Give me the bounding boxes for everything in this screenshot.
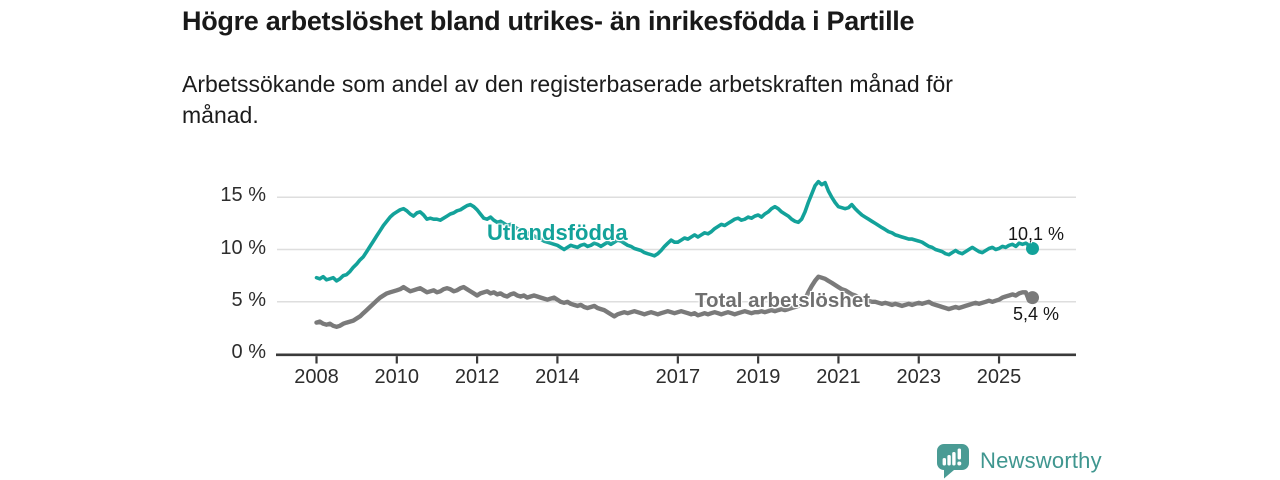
series-label-total-arbetsloshet: Total arbetslöshet — [695, 289, 871, 312]
x-axis-tick-label: 2021 — [816, 366, 861, 388]
y-axis-tick-label: 15 % — [220, 184, 266, 207]
end-value-label-utlandsfodda: 10,1 % — [1008, 224, 1065, 244]
x-axis-tick-label: 2012 — [454, 366, 500, 388]
series-end-dot-1 — [1026, 291, 1039, 305]
chart-subtitle-line-1: Arbetssökande som andel av den registerb… — [182, 71, 953, 97]
y-axis-tick-label: 10 % — [220, 236, 266, 259]
logo-bar-1 — [942, 458, 946, 466]
x-axis-tick-label: 2017 — [655, 366, 701, 388]
logo-bar-3 — [952, 452, 956, 466]
chart-subtitle-line-2: månad. — [182, 102, 259, 128]
newsworthy-logo[interactable]: Newsworthy — [936, 443, 1102, 479]
newsworthy-logo-text: Newsworthy — [980, 448, 1102, 473]
series-end-dot-0 — [1026, 242, 1039, 255]
chart-subtitle: Arbetssökande som andel av den registerb… — [182, 69, 1082, 131]
series-line-0 — [314, 179, 1035, 283]
newsworthy-logo-icon — [937, 444, 969, 479]
page-title: Högre arbetslöshet bland utrikes- än inr… — [182, 6, 915, 36]
x-axis-tick-label: 2025 — [976, 366, 1022, 388]
series-label-utlandsfodda: Utlandsfödda — [487, 220, 628, 245]
end-value-label-total-arbetsloshet: 5,4 % — [1013, 304, 1060, 324]
x-axis-tick-label: 2008 — [294, 366, 339, 388]
logo-bar-2 — [947, 455, 951, 466]
logo-exclamation-dot — [957, 461, 962, 466]
x-axis-tick-label: 2010 — [374, 366, 420, 388]
x-axis-tick-label: 2023 — [896, 366, 942, 388]
logo-exclamation-stem — [957, 448, 961, 460]
x-axis-tick-label: 2014 — [535, 366, 580, 388]
x-axis-tick-label: 2019 — [735, 366, 781, 388]
series-line-1 — [314, 274, 1035, 329]
y-axis-tick-label: 0 % — [231, 341, 266, 363]
y-axis-tick-label: 5 % — [231, 288, 266, 311]
